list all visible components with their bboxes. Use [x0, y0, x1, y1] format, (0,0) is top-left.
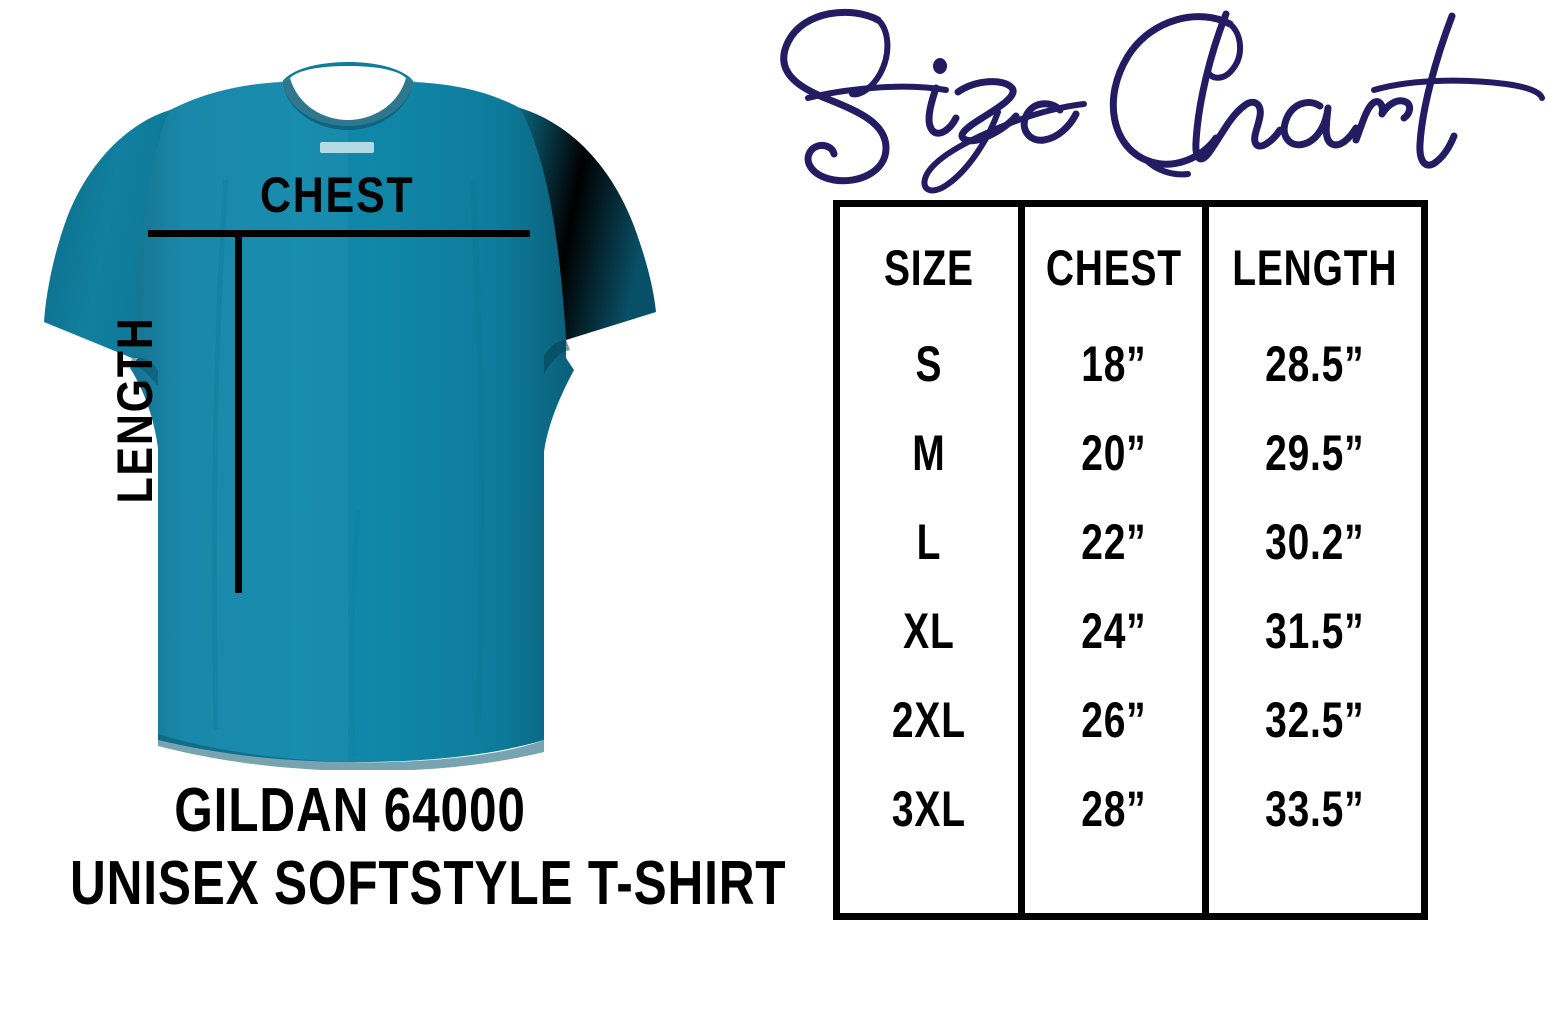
tshirt-collar-edge	[282, 62, 414, 82]
table-row: M	[912, 425, 946, 481]
column-header-length: LENGTH	[1232, 240, 1398, 296]
tshirt-neck-tag	[320, 142, 374, 153]
table-row: 3XL	[891, 781, 966, 837]
table-column-size: SIZE S M L XL 2XL 3XL	[840, 207, 1018, 913]
product-description: UNISEX SOFTSTYLE T-SHIRT	[70, 848, 787, 918]
tshirt-illustration	[44, 62, 656, 770]
table-row: 30.2”	[1265, 514, 1365, 570]
table-row: 32.5”	[1265, 692, 1365, 748]
product-model-number: GILDAN 64000	[174, 776, 526, 845]
column-header-chest: CHEST	[1045, 240, 1182, 296]
table-row: 26”	[1080, 692, 1147, 748]
tshirt-fold-3	[349, 509, 360, 757]
size-chart-panel: SIZE S M L XL 2XL 3XL CHEST 18” 20” 22” …	[760, 0, 1553, 1023]
tshirt-fold-1	[211, 179, 229, 731]
table-row: 31.5”	[1265, 603, 1365, 659]
table-row: 22”	[1080, 514, 1147, 570]
size-chart-table: SIZE S M L XL 2XL 3XL CHEST 18” 20” 22” …	[833, 200, 1428, 920]
tshirt-left-seam	[130, 357, 158, 386]
table-row: 20”	[1080, 425, 1147, 481]
size-chart-title-script	[780, 8, 1545, 194]
tshirt-right-seam	[544, 340, 570, 374]
table-row: 24”	[1080, 603, 1147, 659]
tshirt-body-highlight	[130, 82, 348, 762]
tshirt-figure: CHEST LENGTH	[20, 40, 720, 770]
product-panel: CHEST LENGTH GILDAN 64000 UNISEX SOFTSTY…	[0, 0, 787, 1023]
table-row: 2XL	[891, 692, 966, 748]
tshirt-fold-2	[469, 179, 485, 737]
size-chart-title	[760, 0, 1553, 194]
table-column-chest: CHEST 18” 20” 22” 24” 26” 28”	[1017, 207, 1203, 913]
table-row: 29.5”	[1265, 425, 1365, 481]
table-row: 18”	[1080, 336, 1147, 392]
table-row: L	[916, 514, 942, 570]
table-column-length: LENGTH 28.5” 29.5” 30.2” 31.5” 32.5” 33.…	[1202, 207, 1421, 913]
table-row: 33.5”	[1265, 781, 1365, 837]
tshirt-collar	[282, 78, 414, 130]
table-row: S	[915, 336, 943, 392]
table-row: 28”	[1080, 781, 1147, 837]
tshirt-hem	[158, 734, 544, 770]
product-caption: GILDAN 64000 UNISEX SOFTSTYLE T-SHIRT	[0, 776, 787, 918]
column-header-size: SIZE	[883, 240, 974, 296]
table-row: 28.5”	[1265, 336, 1365, 392]
table-row: XL	[903, 603, 955, 659]
